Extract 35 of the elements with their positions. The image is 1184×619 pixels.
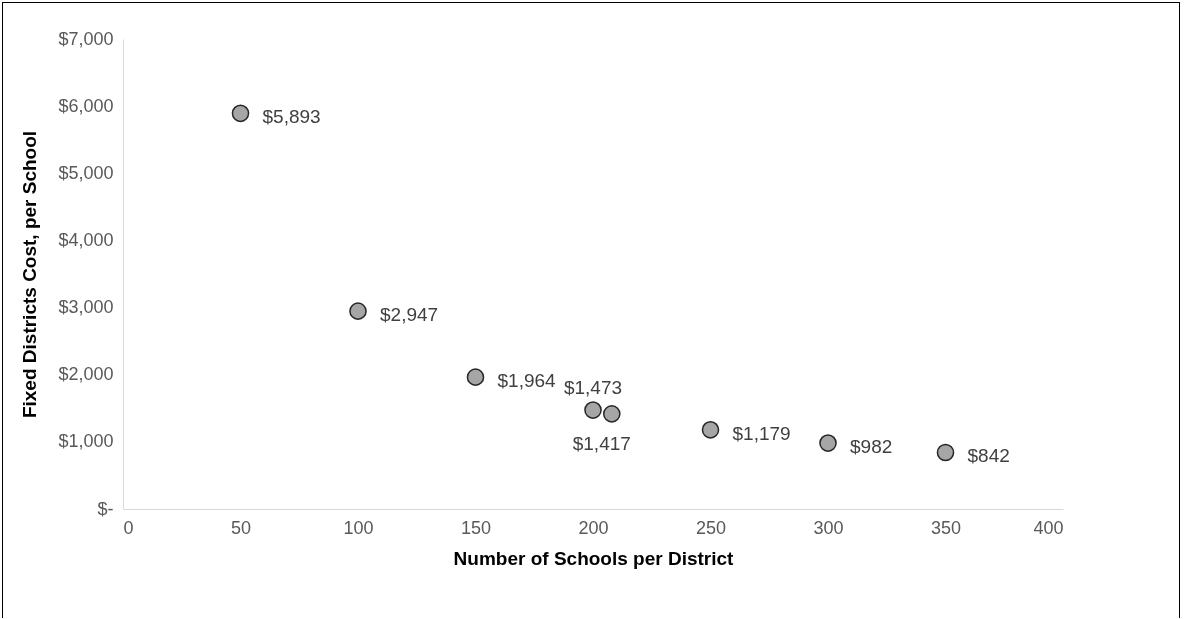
point [936, 443, 955, 462]
data-label: $1,179 [732, 422, 791, 444]
x-tick-label: 0 [123, 517, 134, 538]
y-tick-label: $1,000 [58, 431, 114, 452]
y-tick-label: $2,000 [58, 364, 114, 385]
data-label: $982 [850, 436, 893, 458]
y-tick-label: $- [97, 498, 114, 519]
data-label: $842 [967, 445, 1010, 467]
x-tick-label: 200 [578, 517, 609, 538]
x-tick-label: 50 [230, 517, 252, 538]
point [584, 401, 602, 419]
y-axis-title: Fixed Districts Cost, per School [19, 130, 41, 419]
data-label: $1,964 [497, 370, 557, 392]
point [466, 368, 485, 386]
point [602, 405, 621, 423]
y-tick-label: $6,000 [58, 95, 114, 116]
data-label: $1,417 [572, 432, 631, 454]
y-tick-label: $7,000 [58, 28, 114, 49]
data-label: $1,473 [563, 377, 623, 399]
x-tick-label: 150 [460, 517, 492, 538]
data-label: $2,947 [380, 304, 439, 326]
x-tick-label: 250 [695, 517, 727, 538]
x-tick-label: 400 [1033, 517, 1064, 538]
x-tick-label: 300 [813, 517, 844, 538]
point [349, 302, 367, 320]
x-tick-label: 100 [343, 517, 374, 538]
y-tick-label: $3,000 [58, 297, 114, 318]
data-label: $5,893 [262, 106, 321, 128]
x-tick-label: 350 [930, 517, 962, 538]
point [819, 434, 837, 452]
y-tick-label: $5,000 [58, 162, 114, 183]
y-tick-label: $4,000 [58, 229, 114, 250]
point [231, 104, 250, 123]
point [701, 421, 720, 439]
x-axis-title: Number of Schools per District [453, 547, 735, 569]
